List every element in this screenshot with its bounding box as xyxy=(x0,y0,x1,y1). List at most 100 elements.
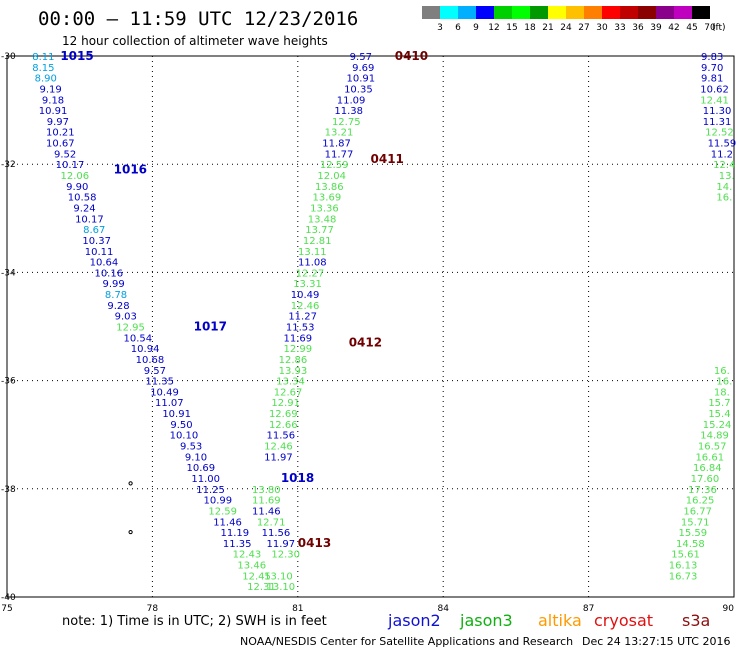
legend-value: 42 xyxy=(668,23,679,33)
wave-height-value: 9.90 xyxy=(66,182,88,193)
lon-tick-label: 78 xyxy=(147,604,159,614)
wave-height-value: 15.71 xyxy=(681,517,710,528)
wave-height-value: 16.25 xyxy=(686,496,715,507)
wave-height-value: 11.97 xyxy=(264,452,293,463)
footer-note: note: 1) Time is in UTC; 2) SWH is in fe… xyxy=(62,614,327,629)
wave-height-value: 9.24 xyxy=(73,203,95,214)
wave-height-value: 9.57 xyxy=(350,52,372,63)
wave-height-value: 14. xyxy=(716,182,732,193)
wave-height-value: 10.35 xyxy=(344,84,373,95)
wave-height-value: 9.53 xyxy=(180,442,202,453)
satellite-jason3: jason3 xyxy=(459,611,513,630)
wave-height-value: 15.7 xyxy=(708,398,730,409)
wave-height-value: 11.59 xyxy=(708,139,737,150)
legend-value: 33 xyxy=(614,23,625,33)
wave-height-value: 10.99 xyxy=(204,496,233,507)
legend-swatch xyxy=(638,6,656,19)
pass-time-labels: 1015 1016 1017 1018 0410 0411 0412 0413 xyxy=(60,49,428,550)
wave-height-value: 9.81 xyxy=(701,74,723,85)
track-jason3-ascending: 9.579.6910.9110.3511.0911.3812.7513.2111… xyxy=(264,52,375,463)
wave-height-value: 16. xyxy=(716,193,732,204)
map-subtitle: 12 hour collection of altimeter wave hei… xyxy=(62,34,328,48)
wave-height-value: 10.68 xyxy=(136,355,165,366)
satellite-legend: jason2 jason3 altika cryosat s3a xyxy=(387,611,710,630)
wave-height-value: 11.35 xyxy=(145,377,174,388)
satellite-cryosat: cryosat xyxy=(594,611,653,630)
wave-height-value: 13.36 xyxy=(310,203,339,214)
wave-height-value: 12.86 xyxy=(279,355,308,366)
footer-timestamp: Dec 24 13:27:15 UTC 2016 xyxy=(582,635,730,648)
wave-height-value: 10.17 xyxy=(75,214,104,225)
wave-height-value: 10.62 xyxy=(700,84,729,95)
legend-swatch xyxy=(548,6,566,19)
wave-height-value: 8.15 xyxy=(32,63,54,74)
wave-height-value: 12.71 xyxy=(257,517,286,528)
legend-swatch xyxy=(620,6,638,19)
wave-height-value: 11.08 xyxy=(298,258,327,269)
legend-value: 30 xyxy=(596,23,608,33)
wave-height-value: 13.21 xyxy=(325,128,354,139)
wave-height-value: 10.21 xyxy=(46,128,75,139)
pass-time-label: 0411 xyxy=(371,152,404,166)
wave-height-value: 15.4 xyxy=(708,409,730,420)
track-jason2-descending: 8.118.158.909.199.1810.919.9710.2110.679… xyxy=(32,52,300,593)
wave-height-value: 11.56 xyxy=(262,528,291,539)
lon-tick-label: 75 xyxy=(1,604,12,614)
legend-value: 15 xyxy=(506,23,517,33)
wave-height-value: 10.37 xyxy=(82,236,111,247)
wave-height-value: 11.00 xyxy=(191,474,220,485)
wave-height-value: 10.58 xyxy=(68,193,97,204)
wave-height-value: 16.84 xyxy=(693,463,722,474)
wave-height-value: 11.35 xyxy=(223,539,252,550)
wave-height-value: 13.34 xyxy=(276,377,305,388)
wave-height-value: 11.46 xyxy=(252,506,281,517)
pass-time-label: 1017 xyxy=(194,320,227,334)
wave-height-value: 12.30 xyxy=(271,550,300,561)
wave-height-value: 16.73 xyxy=(669,571,698,582)
legend-value: 39 xyxy=(650,23,662,33)
lon-tick-label: 90 xyxy=(723,604,735,614)
legend-swatch xyxy=(494,6,512,19)
lat-tick-label: -32 xyxy=(1,160,16,170)
legend-value: (ft) xyxy=(712,23,726,33)
wave-height-value: 16.61 xyxy=(695,452,724,463)
wave-height-value: 11.2 xyxy=(711,149,733,160)
legend-value: 24 xyxy=(560,23,572,33)
wave-height-value: 12.95 xyxy=(116,323,145,334)
wave-height-value: 10.49 xyxy=(150,387,179,398)
wave-height-value: 16.13 xyxy=(669,561,698,572)
wave-height-value: 9.69 xyxy=(352,63,374,74)
wave-height-value: 12.81 xyxy=(303,236,332,247)
wave-height-value: 12.66 xyxy=(269,420,298,431)
island-markers xyxy=(128,481,133,535)
wave-height-value: 10.54 xyxy=(124,333,153,344)
wave-height-value: 10.17 xyxy=(56,160,85,171)
wave-height-value: 8.78 xyxy=(105,290,127,301)
wave-height-value: 11.38 xyxy=(334,106,363,117)
satellite-s3a: s3a xyxy=(682,611,710,630)
wave-height-value: 11.19 xyxy=(220,528,249,539)
footer-credit: NOAA/NESDIS Center for Satellite Applica… xyxy=(240,635,573,648)
legend-value: 18 xyxy=(524,23,536,33)
wave-height-value: 16.77 xyxy=(683,506,712,517)
wave-height-value: 14.89 xyxy=(700,431,729,442)
wave-height-value: 12.04 xyxy=(317,171,346,182)
legend-value: 27 xyxy=(578,23,589,33)
axis-ticks: 75 78 81 84 87 90 -30 -32 -34 -36 -38 -40 xyxy=(1,52,734,614)
wave-height-value: 11.87 xyxy=(322,139,351,150)
legend-swatch xyxy=(512,6,530,19)
wave-height-value: 12.45 xyxy=(242,571,271,582)
wave-height-value: 12.31 xyxy=(247,582,276,593)
legend-value: 9 xyxy=(473,23,479,33)
wave-height-value: 12.46 xyxy=(264,442,293,453)
legend-swatch xyxy=(530,6,548,19)
wave-height-value: 11.53 xyxy=(286,323,315,334)
wave-height-value: 8.11 xyxy=(32,52,54,63)
wave-height-value: 11.69 xyxy=(283,333,312,344)
legend-swatch xyxy=(602,6,620,19)
color-legend: 3 6 9 12 15 18 21 24 27 30 33 36 39 42 45 70(ft) xyxy=(422,6,726,33)
wave-height-value: 12.99 xyxy=(283,344,312,355)
